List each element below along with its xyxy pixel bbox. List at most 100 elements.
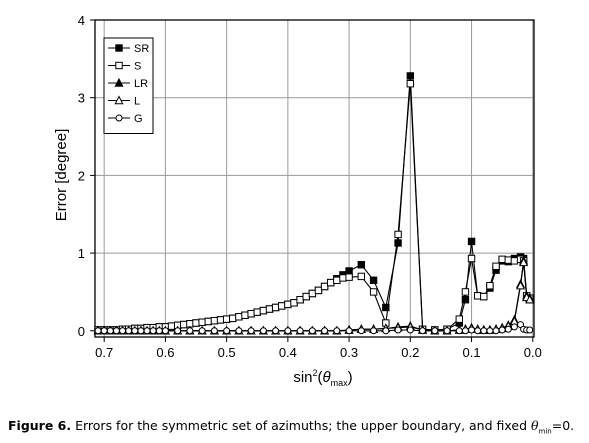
data-point — [321, 327, 329, 335]
caption-symbol: θ — [531, 418, 539, 433]
data-point — [394, 230, 402, 239]
data-point — [525, 294, 535, 304]
x-tick-label: 0.3 — [340, 345, 358, 360]
series-g — [94, 321, 534, 335]
y-axis-title: Error [degree] — [53, 129, 70, 222]
legend-label: LR — [134, 78, 148, 90]
legend-label: S — [134, 61, 141, 73]
data-point — [210, 316, 219, 325]
figure-caption: Figure 6. Errors for the symmetric set o… — [8, 418, 583, 436]
data-point — [431, 327, 439, 335]
data-point — [222, 315, 231, 323]
error-chart: 0.7 0.6 0.5 0.4 0.3 0.2 0.1 0.0 0 1 2 3 4 Error [de… — [53, 13, 542, 388]
data-point — [192, 319, 200, 327]
data-point — [486, 282, 494, 290]
data-point — [394, 326, 402, 334]
x-axis-title-sub: max — [331, 378, 349, 388]
data-point — [510, 257, 519, 265]
data-point — [443, 327, 451, 335]
data-point — [100, 327, 108, 335]
x-tick-label: 0.5 — [218, 345, 236, 360]
data-point — [467, 254, 476, 263]
series-s — [94, 80, 534, 334]
data-point — [278, 302, 286, 310]
data-point — [504, 256, 512, 264]
data-point — [296, 327, 304, 335]
legend-marker — [114, 95, 124, 105]
caption-text: Errors for the symmetric set of azimuths… — [71, 418, 531, 433]
data-point — [510, 323, 518, 331]
data-point — [216, 316, 225, 324]
legend-item: LR — [108, 77, 148, 90]
legend-label: G — [134, 113, 143, 125]
data-point — [492, 262, 500, 270]
data-point — [516, 280, 526, 290]
legend-label: SR — [134, 43, 149, 55]
x-tick-label: 0.2 — [401, 345, 419, 360]
legend-marker — [115, 61, 123, 70]
data-point — [131, 327, 139, 335]
data-point — [259, 306, 268, 315]
data-point — [498, 255, 506, 264]
x-tick-label: 0.1 — [463, 345, 481, 360]
legend-item: G — [108, 113, 143, 125]
data-point — [320, 282, 329, 291]
x-axis-ticks: 0.7 0.6 0.5 0.4 0.3 0.2 0.1 0.0 — [95, 337, 542, 360]
data-point — [308, 327, 316, 335]
data-point — [461, 327, 469, 335]
data-point — [455, 327, 463, 335]
data-point — [161, 327, 169, 335]
data-point — [406, 80, 415, 88]
x-axis-title-open: ( — [318, 369, 323, 386]
plot-area-frame — [94, 19, 535, 338]
data-point — [473, 292, 482, 300]
data-point — [247, 327, 255, 335]
data-point — [314, 286, 323, 295]
data-point — [186, 327, 194, 335]
data-point — [382, 303, 390, 312]
data-point — [370, 327, 378, 335]
y-tick-label: 1 — [78, 246, 85, 261]
data-point — [345, 327, 353, 335]
data-point — [406, 326, 414, 334]
data-point — [327, 278, 335, 287]
data-point — [345, 273, 353, 281]
legend-label: L — [134, 96, 140, 108]
data-point — [492, 327, 500, 335]
data-point — [467, 237, 476, 246]
data-point — [198, 327, 206, 335]
data-point — [290, 299, 298, 307]
data-point — [468, 326, 476, 334]
data-point — [155, 327, 163, 335]
data-point — [333, 276, 341, 284]
legend-marker — [114, 77, 124, 87]
y-tick-label: 4 — [78, 13, 85, 28]
data-point — [272, 327, 280, 335]
data-point — [167, 322, 176, 330]
legend-marker — [115, 44, 123, 52]
data-point — [112, 327, 120, 335]
data-point — [210, 327, 218, 335]
data-point — [382, 327, 390, 335]
data-point — [474, 327, 482, 335]
data-point — [333, 327, 341, 335]
x-tick-label: 0.7 — [95, 345, 113, 360]
data-point — [198, 318, 206, 326]
data-point — [229, 314, 237, 323]
data-point — [308, 289, 317, 298]
data-point — [526, 326, 534, 334]
data-point — [406, 72, 415, 80]
data-point — [271, 303, 280, 312]
data-point — [241, 311, 249, 319]
data-point — [504, 325, 512, 333]
data-point — [180, 320, 188, 329]
x-axis-title-prefix: sin — [293, 369, 312, 386]
y-axis-ticks: 0 1 2 3 4 — [78, 13, 95, 339]
data-point — [461, 296, 470, 304]
data-point — [357, 327, 365, 335]
data-point — [94, 327, 102, 335]
data-point — [480, 327, 488, 335]
caption-sub: min — [538, 427, 552, 436]
data-point — [284, 327, 292, 335]
legend-marker — [115, 114, 123, 122]
